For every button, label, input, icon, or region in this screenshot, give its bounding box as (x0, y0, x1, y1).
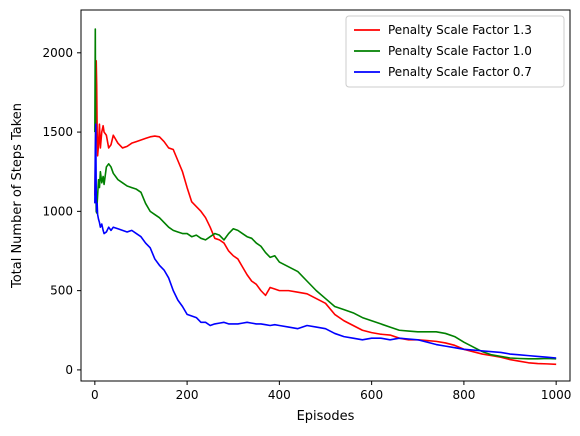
legend-entry-2: Penalty Scale Factor 1.0 (388, 44, 532, 58)
legend-entry-3: Penalty Scale Factor 0.7 (388, 65, 532, 79)
x-tick-label: 1000 (541, 388, 572, 402)
x-tick-label: 400 (268, 388, 291, 402)
series-line-2 (94, 28, 557, 360)
y-tick-label: 1000 (42, 204, 73, 218)
legend: Penalty Scale Factor 1.3 Penalty Scale Fa… (345, 15, 565, 88)
x-tick-label: 200 (176, 388, 199, 402)
x-axis-label: Episodes (297, 409, 355, 424)
series-line-1 (94, 59, 557, 366)
plot-frame (80, 9, 571, 382)
y-tick-label: 500 (50, 284, 73, 298)
y-tick-label: 0 (65, 363, 73, 377)
y-axis-label: Total Number of Steps Taken (10, 103, 25, 289)
y-tick-label: 1500 (42, 125, 73, 139)
x-axis: 0 200 400 600 800 1000 (91, 381, 571, 402)
x-tick-label: 800 (452, 388, 475, 402)
x-tick-label: 0 (91, 388, 99, 402)
y-tick-label: 2000 (42, 46, 73, 60)
y-axis: 0 500 1000 1500 2000 (42, 46, 81, 377)
series-line-3 (94, 123, 557, 359)
x-tick-label: 600 (360, 388, 383, 402)
legend-entry-1: Penalty Scale Factor 1.3 (388, 23, 532, 37)
legend-box (345, 15, 565, 88)
